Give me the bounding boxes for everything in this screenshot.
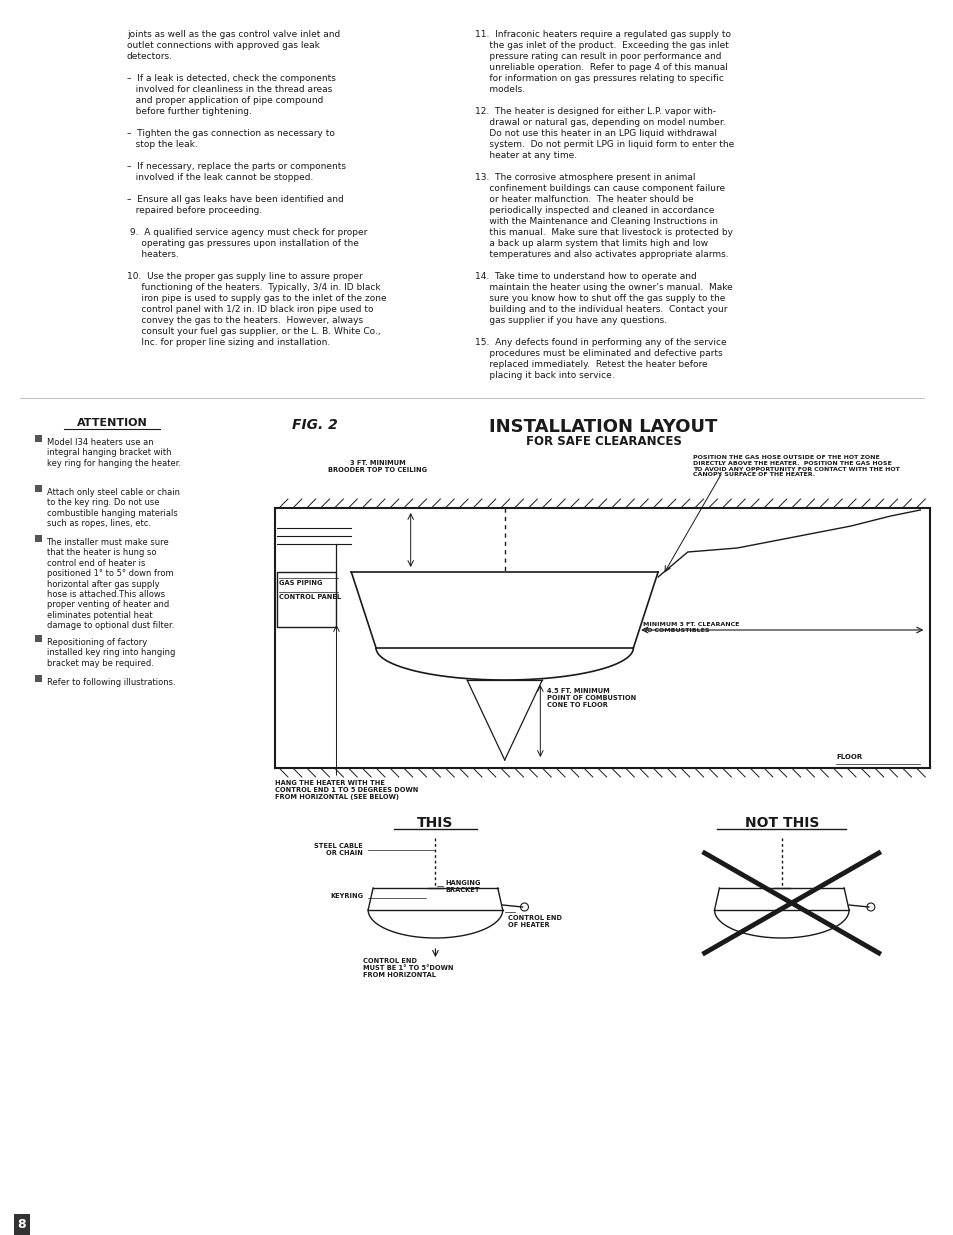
Text: stop the leak.: stop the leak. bbox=[127, 140, 197, 149]
Text: involved if the leak cannot be stopped.: involved if the leak cannot be stopped. bbox=[127, 173, 313, 182]
Text: MINIMUM 3 FT. CLEARANCE
TO COMBUSTIBLES: MINIMUM 3 FT. CLEARANCE TO COMBUSTIBLES bbox=[642, 622, 739, 632]
Text: involved for cleanliness in the thread areas: involved for cleanliness in the thread a… bbox=[127, 85, 332, 94]
Text: and proper application of pipe compound: and proper application of pipe compound bbox=[127, 96, 323, 105]
Text: placing it back into service.: placing it back into service. bbox=[475, 370, 614, 380]
Text: periodically inspected and cleaned in accordance: periodically inspected and cleaned in ac… bbox=[475, 206, 714, 215]
Text: gas supplier if you have any questions.: gas supplier if you have any questions. bbox=[475, 316, 666, 325]
Text: 11.  Infraconic heaters require a regulated gas supply to: 11. Infraconic heaters require a regulat… bbox=[475, 30, 730, 40]
Text: 10.  Use the proper gas supply line to assure proper: 10. Use the proper gas supply line to as… bbox=[127, 272, 362, 282]
Text: or heater malfunction.  The heater should be: or heater malfunction. The heater should… bbox=[475, 195, 693, 204]
Text: 14.  Take time to understand how to operate and: 14. Take time to understand how to opera… bbox=[475, 272, 696, 282]
Text: unreliable operation.  Refer to page 4 of this manual: unreliable operation. Refer to page 4 of… bbox=[475, 63, 727, 72]
Text: heater at any time.: heater at any time. bbox=[475, 151, 577, 161]
Text: ATTENTION: ATTENTION bbox=[76, 417, 147, 429]
Text: –  Tighten the gas connection as necessary to: – Tighten the gas connection as necessar… bbox=[127, 128, 335, 138]
Text: HANG THE HEATER WITH THE
CONTROL END 1 TO 5 DEGREES DOWN
FROM HORIZONTAL (SEE BE: HANG THE HEATER WITH THE CONTROL END 1 T… bbox=[274, 781, 418, 800]
Text: NOT THIS: NOT THIS bbox=[744, 816, 818, 830]
Text: Inc. for proper line sizing and installation.: Inc. for proper line sizing and installa… bbox=[127, 338, 330, 347]
Text: drawal or natural gas, depending on model number.: drawal or natural gas, depending on mode… bbox=[475, 119, 725, 127]
Text: repaired before proceeding.: repaired before proceeding. bbox=[127, 206, 262, 215]
Text: detectors.: detectors. bbox=[127, 52, 172, 61]
Text: Attach only steel cable or chain
to the key ring. Do not use
combustible hanging: Attach only steel cable or chain to the … bbox=[47, 488, 179, 529]
Text: 9.  A qualified service agency must check for proper: 9. A qualified service agency must check… bbox=[127, 228, 367, 237]
Text: sure you know how to shut off the gas supply to the: sure you know how to shut off the gas su… bbox=[475, 294, 724, 303]
Text: FLOOR: FLOOR bbox=[836, 755, 862, 760]
Text: CONTROL END
OF HEATER: CONTROL END OF HEATER bbox=[507, 915, 561, 927]
Text: 13.  The corrosive atmosphere present in animal: 13. The corrosive atmosphere present in … bbox=[475, 173, 695, 182]
Text: The installer must make sure
that the heater is hung so
control end of heater is: The installer must make sure that the he… bbox=[47, 538, 173, 630]
Text: with the Maintenance and Cleaning Instructions in: with the Maintenance and Cleaning Instru… bbox=[475, 217, 718, 226]
Text: the gas inlet of the product.  Exceeding the gas inlet: the gas inlet of the product. Exceeding … bbox=[475, 41, 728, 49]
Bar bbox=[34, 635, 42, 642]
Text: replaced immediately.  Retest the heater before: replaced immediately. Retest the heater … bbox=[475, 359, 707, 369]
Text: Repositioning of factory
installed key ring into hanging
bracket may be required: Repositioning of factory installed key r… bbox=[47, 638, 174, 668]
Text: THIS: THIS bbox=[416, 816, 453, 830]
Text: operating gas pressures upon installation of the: operating gas pressures upon installatio… bbox=[127, 240, 358, 248]
Bar bbox=[276, 572, 336, 627]
Text: CONTROL PANEL: CONTROL PANEL bbox=[279, 594, 341, 600]
Text: CONTROL END
MUST BE 1° TO 5°DOWN
FROM HORIZONTAL: CONTROL END MUST BE 1° TO 5°DOWN FROM HO… bbox=[363, 958, 454, 978]
Text: a back up alarm system that limits high and low: a back up alarm system that limits high … bbox=[475, 240, 707, 248]
Text: Refer to following illustrations.: Refer to following illustrations. bbox=[47, 678, 175, 687]
Text: consult your fuel gas supplier, or the L. B. White Co.,: consult your fuel gas supplier, or the L… bbox=[127, 327, 380, 336]
Text: before further tightening.: before further tightening. bbox=[127, 107, 252, 116]
Text: heaters.: heaters. bbox=[127, 249, 178, 259]
Text: control panel with 1/2 in. ID black iron pipe used to: control panel with 1/2 in. ID black iron… bbox=[127, 305, 373, 314]
Text: HANGING
BRACKET: HANGING BRACKET bbox=[445, 881, 480, 893]
Text: maintain the heater using the owner’s manual.  Make: maintain the heater using the owner’s ma… bbox=[475, 283, 732, 291]
Text: –  If a leak is detected, check the components: – If a leak is detected, check the compo… bbox=[127, 74, 335, 83]
Bar bbox=[34, 485, 42, 492]
Text: building and to the individual heaters.  Contact your: building and to the individual heaters. … bbox=[475, 305, 727, 314]
Text: –  Ensure all gas leaks have been identified and: – Ensure all gas leaks have been identif… bbox=[127, 195, 343, 204]
Text: GAS PIPING: GAS PIPING bbox=[279, 580, 322, 585]
Text: 3 FT. MINIMUM
BROODER TOP TO CEILING: 3 FT. MINIMUM BROODER TOP TO CEILING bbox=[328, 459, 427, 473]
Text: confinement buildings can cause component failure: confinement buildings can cause componen… bbox=[475, 184, 724, 193]
Text: Do not use this heater in an LPG liquid withdrawal: Do not use this heater in an LPG liquid … bbox=[475, 128, 717, 138]
Text: for information on gas pressures relating to specific: for information on gas pressures relatin… bbox=[475, 74, 723, 83]
Text: procedures must be eliminated and defective parts: procedures must be eliminated and defect… bbox=[475, 350, 721, 358]
Text: KEYRING: KEYRING bbox=[330, 893, 363, 899]
Text: outlet connections with approved gas leak: outlet connections with approved gas lea… bbox=[127, 41, 319, 49]
Text: joints as well as the gas control valve inlet and: joints as well as the gas control valve … bbox=[127, 30, 339, 40]
Text: INSTALLATION LAYOUT: INSTALLATION LAYOUT bbox=[489, 417, 717, 436]
Text: Model I34 heaters use an
integral hanging bracket with
key ring for hanging the : Model I34 heaters use an integral hangin… bbox=[47, 438, 180, 468]
Text: 12.  The heater is designed for either L.P. vapor with-: 12. The heater is designed for either L.… bbox=[475, 107, 716, 116]
Text: this manual.  Make sure that livestock is protected by: this manual. Make sure that livestock is… bbox=[475, 228, 732, 237]
Text: temperatures and also activates appropriate alarms.: temperatures and also activates appropri… bbox=[475, 249, 728, 259]
Text: 8: 8 bbox=[17, 1218, 26, 1231]
Text: FOR SAFE CLEARANCES: FOR SAFE CLEARANCES bbox=[525, 435, 680, 448]
Text: STEEL CABLE
OR CHAIN: STEEL CABLE OR CHAIN bbox=[314, 844, 363, 856]
Bar bbox=[34, 535, 42, 542]
Text: convey the gas to the heaters.  However, always: convey the gas to the heaters. However, … bbox=[127, 316, 362, 325]
Bar bbox=[34, 435, 42, 442]
Text: 15.  Any defects found in performing any of the service: 15. Any defects found in performing any … bbox=[475, 338, 726, 347]
Text: functioning of the heaters.  Typically, 3/4 in. ID black: functioning of the heaters. Typically, 3… bbox=[127, 283, 380, 291]
Text: system.  Do not permit LPG in liquid form to enter the: system. Do not permit LPG in liquid form… bbox=[475, 140, 734, 149]
Text: iron pipe is used to supply gas to the inlet of the zone: iron pipe is used to supply gas to the i… bbox=[127, 294, 386, 303]
Text: pressure rating can result in poor performance and: pressure rating can result in poor perfo… bbox=[475, 52, 720, 61]
Text: FIG. 2: FIG. 2 bbox=[292, 417, 337, 432]
Text: 4.5 FT. MINIMUM
POINT OF COMBUSTION
CONE TO FLOOR: 4.5 FT. MINIMUM POINT OF COMBUSTION CONE… bbox=[547, 688, 636, 708]
Text: –  If necessary, replace the parts or components: – If necessary, replace the parts or com… bbox=[127, 162, 345, 170]
Bar bbox=[34, 676, 42, 682]
Text: models.: models. bbox=[475, 85, 524, 94]
Text: POSITION THE GAS HOSE OUTSIDE OF THE HOT ZONE
DIRECTLY ABOVE THE HEATER.  POSITI: POSITION THE GAS HOSE OUTSIDE OF THE HOT… bbox=[692, 454, 899, 478]
